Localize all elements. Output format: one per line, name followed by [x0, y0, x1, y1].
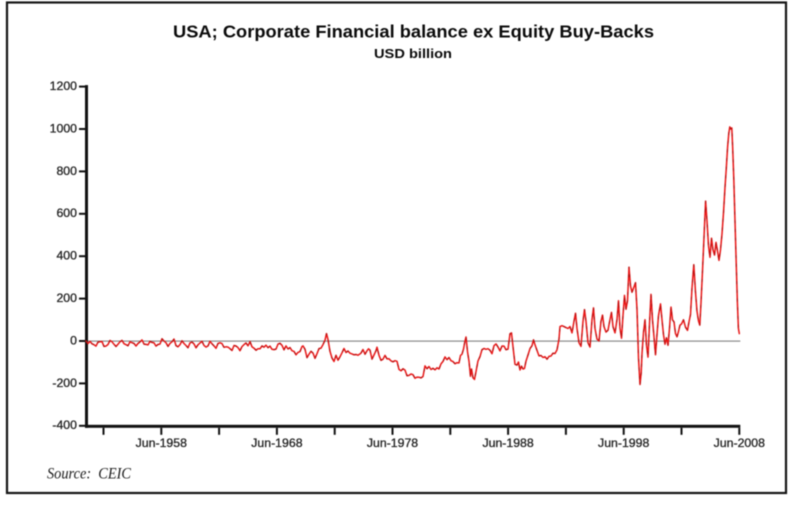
svg-text:Source: CEIC: Source: CEIC	[47, 466, 131, 483]
svg-text:-400: -400	[52, 418, 77, 432]
svg-text:1000: 1000	[50, 121, 78, 135]
svg-text:800: 800	[56, 164, 77, 178]
svg-text:1200: 1200	[50, 79, 78, 93]
svg-text:USA; Corporate Financial balan: USA; Corporate Financial balance ex Equi…	[173, 22, 654, 42]
svg-text:Jun-1978: Jun-1978	[367, 436, 418, 450]
svg-text:USD billion: USD billion	[374, 46, 452, 61]
svg-text:0: 0	[70, 333, 77, 347]
svg-text:200: 200	[56, 291, 77, 305]
svg-text:600: 600	[56, 206, 77, 220]
svg-text:400: 400	[56, 249, 77, 263]
svg-text:Jun-1988: Jun-1988	[482, 436, 533, 450]
svg-text:-200: -200	[52, 376, 77, 390]
svg-text:Jun-1998: Jun-1998	[598, 436, 649, 450]
svg-text:Jun-2008: Jun-2008	[714, 436, 765, 450]
svg-text:Jun-1958: Jun-1958	[136, 436, 187, 450]
svg-text:Jun-1968: Jun-1968	[251, 436, 302, 450]
